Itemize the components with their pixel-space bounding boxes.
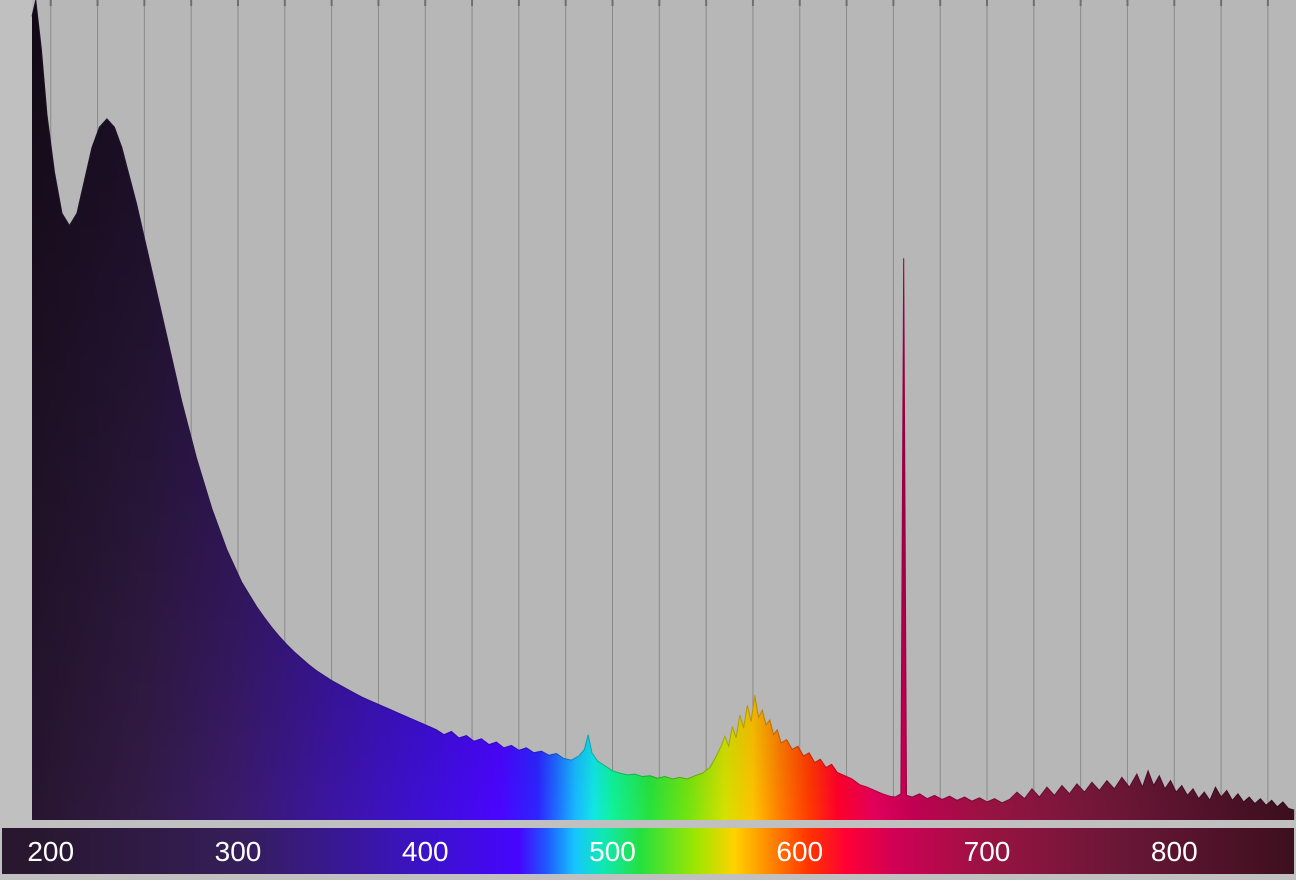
plot-left-margin [0, 0, 32, 820]
axis-tick-label: 400 [402, 836, 449, 867]
axis-separator [0, 820, 1296, 828]
axis-tick-label: 600 [776, 836, 823, 867]
axis-tick-label: 200 [27, 836, 74, 867]
axis-tick-label: 700 [964, 836, 1011, 867]
spectrum-svg: 200 300 400 500 600 700 800 [0, 0, 1296, 880]
spectrum-chart: 200 300 400 500 600 700 800 [0, 0, 1296, 880]
axis-tick-label: 800 [1151, 836, 1198, 867]
axis-tick-label: 500 [589, 836, 636, 867]
axis-tick-label: 300 [215, 836, 262, 867]
